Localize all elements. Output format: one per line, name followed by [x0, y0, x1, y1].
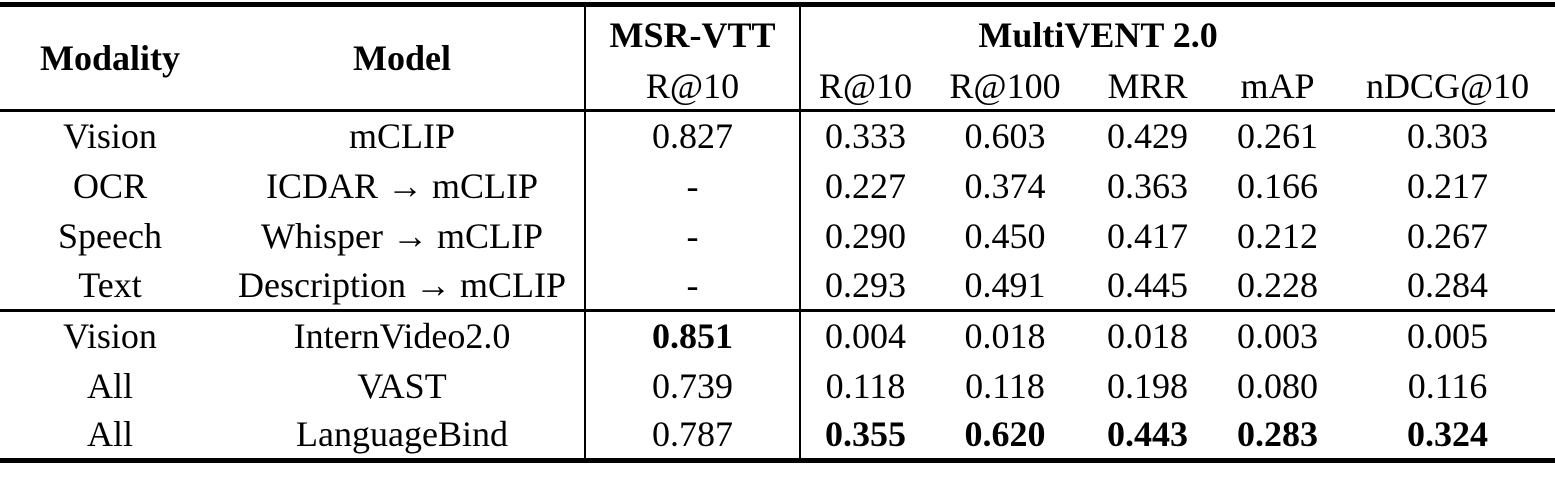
cell-r10: 0.004 — [799, 310, 930, 361]
column-header-r100: R@100 — [949, 65, 1061, 106]
column-header-model: Model — [353, 38, 451, 78]
results-table: Modality Model MSR-VTT MultiVENT 2.0 R@1… — [0, 2, 1555, 463]
cell-ndcg10: 0.116 — [1407, 365, 1488, 406]
table-row: All VAST 0.739 0.118 0.118 0.198 0.080 0… — [0, 360, 1555, 411]
cell-ndcg10: 0.324 — [1407, 414, 1489, 455]
cell-r100: 0.018 — [964, 316, 1046, 357]
cell-ndcg10: 0.005 — [1407, 316, 1489, 357]
cell-model: InternVideo2.0 — [293, 316, 511, 357]
column-group-msrvtt: MSR-VTT — [584, 4, 800, 63]
cell-mrr: 0.445 — [1107, 264, 1188, 305]
cell-r100: 0.620 — [964, 414, 1046, 455]
cell-msrvtt-r10: - — [584, 210, 800, 261]
cell-msrvtt-r10: 0.851 — [584, 310, 800, 361]
header-row-metrics: R@10 R@10 R@100 MRR mAP nDCG@10 — [0, 62, 1555, 111]
cell-msrvtt-r10: 0.827 — [584, 110, 800, 161]
column-header-ndcg10: nDCG@10 — [1365, 65, 1530, 106]
cell-model: LanguageBind — [296, 414, 508, 455]
cell-model: mCLIP — [348, 116, 455, 157]
cell-r10: 0.333 — [799, 110, 930, 161]
column-header-modality: Modality — [40, 38, 180, 78]
cell-ndcg10: 0.284 — [1407, 264, 1489, 305]
column-group-multivent: MultiVENT 2.0 — [798, 4, 1555, 63]
cell-map: 0.003 — [1237, 316, 1318, 357]
cell-ndcg10: 0.267 — [1407, 215, 1489, 256]
cell-r100: 0.603 — [964, 116, 1046, 157]
cell-map: 0.080 — [1237, 365, 1318, 406]
cell-map: 0.261 — [1237, 116, 1318, 157]
cell-mrr: 0.429 — [1107, 116, 1188, 157]
column-header-r10: R@10 — [799, 62, 930, 111]
cell-mrr: 0.443 — [1107, 414, 1188, 455]
cell-modality: Vision — [63, 316, 157, 357]
cell-modality: OCR — [72, 165, 148, 206]
cell-model: ICDAR → mCLIP — [265, 165, 539, 206]
cell-r100: 0.118 — [965, 365, 1045, 406]
cell-model: Description → mCLIP — [238, 264, 566, 305]
cell-r100: 0.491 — [964, 264, 1046, 305]
cell-map: 0.166 — [1237, 165, 1318, 206]
column-header-msrvtt-r10: R@10 — [584, 62, 800, 111]
cell-msrvtt-r10: 0.739 — [584, 360, 800, 411]
table-group-end-to-end-models: Vision InternVideo2.0 0.851 0.004 0.018 … — [0, 310, 1555, 461]
cell-msrvtt-r10: 0.787 — [584, 410, 800, 461]
cell-modality: Text — [78, 264, 142, 305]
table-row: Vision InternVideo2.0 0.851 0.004 0.018 … — [0, 310, 1555, 361]
cell-r100: 0.374 — [964, 165, 1046, 206]
table-row: OCR ICDAR → mCLIP - 0.227 0.374 0.363 0.… — [0, 160, 1555, 211]
cell-msrvtt-r10: - — [584, 160, 800, 211]
cell-map: 0.212 — [1237, 215, 1318, 256]
cell-mrr: 0.018 — [1107, 316, 1188, 357]
cell-mrr: 0.198 — [1107, 365, 1188, 406]
header-row-top: Modality Model MSR-VTT MultiVENT 2.0 — [0, 4, 1555, 78]
cell-model: VAST — [357, 365, 447, 406]
table-row: Text Description → mCLIP - 0.293 0.491 0… — [0, 260, 1555, 311]
cell-r10: 0.293 — [799, 260, 930, 311]
multivent-label: MultiVENT 2.0 — [978, 14, 1218, 55]
cell-map: 0.283 — [1237, 414, 1318, 455]
cell-modality: All — [86, 365, 133, 406]
cell-r10: 0.227 — [799, 160, 930, 211]
cell-modality: Speech — [58, 215, 162, 256]
cell-msrvtt-r10: - — [584, 260, 800, 311]
cell-r10: 0.355 — [799, 410, 930, 461]
table-row: Vision mCLIP 0.827 0.333 0.603 0.429 0.2… — [0, 110, 1555, 161]
cell-r10: 0.118 — [799, 360, 930, 411]
column-header-map: mAP — [1240, 65, 1315, 106]
cell-mrr: 0.363 — [1107, 165, 1188, 206]
cell-model: Whisper → mCLIP — [261, 215, 543, 256]
cell-modality: Vision — [63, 116, 157, 157]
cell-r10: 0.290 — [799, 210, 930, 261]
cell-modality: All — [86, 414, 133, 455]
table-row: Speech Whisper → mCLIP - 0.290 0.450 0.4… — [0, 210, 1555, 261]
table-row: All LanguageBind 0.787 0.355 0.620 0.443… — [0, 410, 1555, 461]
cell-map: 0.228 — [1237, 264, 1318, 305]
cell-ndcg10: 0.217 — [1407, 165, 1489, 206]
column-header-mrr: MRR — [1107, 65, 1188, 106]
table-header: Modality Model MSR-VTT MultiVENT 2.0 R@1… — [0, 4, 1555, 111]
table-group-mclip-pipelines: Vision mCLIP 0.827 0.333 0.603 0.429 0.2… — [0, 110, 1555, 311]
cell-r100: 0.450 — [964, 215, 1046, 256]
cell-mrr: 0.417 — [1107, 215, 1188, 256]
cell-ndcg10: 0.303 — [1407, 116, 1489, 157]
